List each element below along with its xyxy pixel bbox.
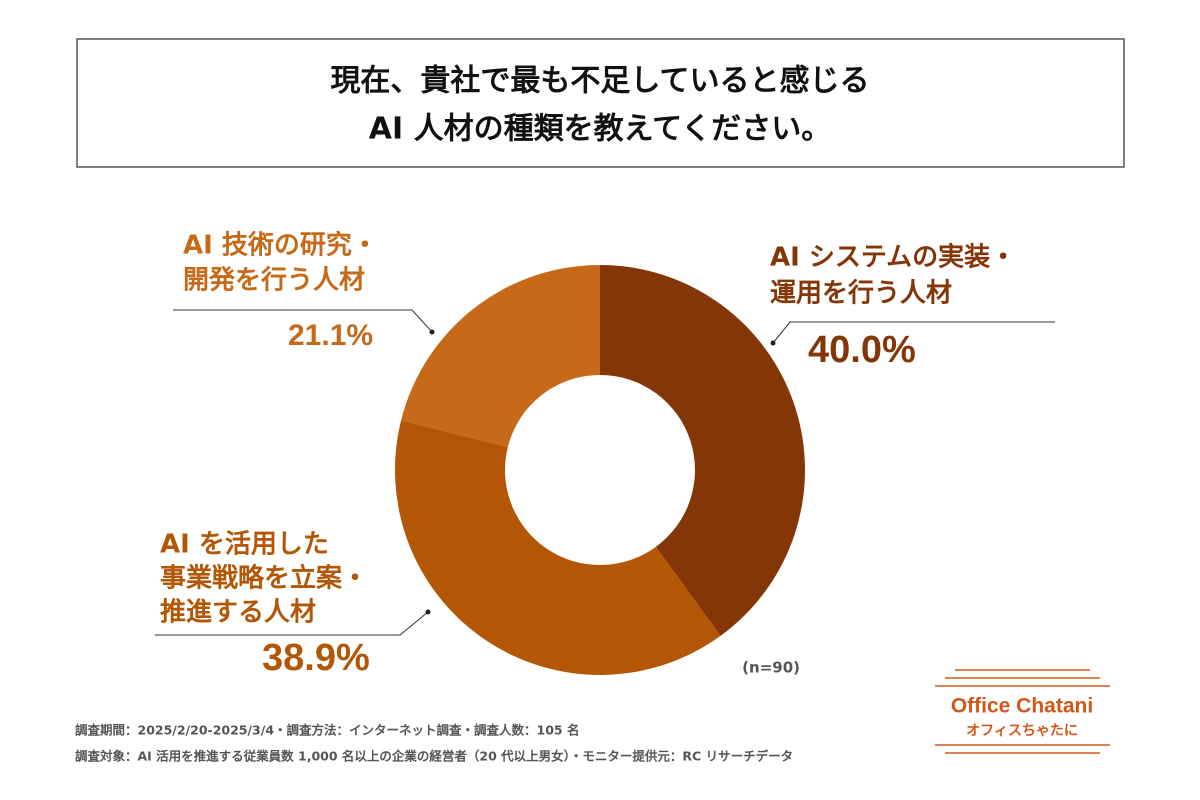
- logo-subname: オフィスちゃたに: [966, 723, 1078, 739]
- leader-line: [173, 309, 433, 333]
- slice-label: 開発を行う人材: [183, 265, 365, 296]
- sample-note: (n=90): [742, 659, 800, 677]
- donut-slice: [401, 265, 600, 447]
- chart-title: 現在、貴社で最も不足していると感じる: [330, 64, 869, 99]
- logo: Office Chatani オフィスちゃたに: [935, 669, 1110, 754]
- chart-title: AI 人材の種類を教えてください。: [369, 112, 831, 147]
- slice-label: AI システムの実装・: [770, 242, 1016, 273]
- leader-dot: [429, 329, 435, 335]
- title-box: [76, 38, 1125, 168]
- slice-label: AI を活用した: [160, 530, 329, 560]
- slice-label: 運用を行う人材: [770, 278, 952, 309]
- footnote: 調査対象：AI 活用を推進する従業員数 1,000 名以上の企業の経営者（20 …: [75, 749, 793, 764]
- slice-label: 事業戦略を立案・: [160, 563, 368, 594]
- slice-label: AI 技術の研究・: [183, 230, 378, 261]
- leader-dot: [425, 609, 431, 615]
- leader-dot: [770, 340, 776, 346]
- footnote: 調査期間：2025/2/20-2025/3/4・調査方法：インターネット調査・調…: [75, 723, 579, 738]
- value-label: 21.1%: [288, 319, 373, 352]
- value-label: 40.0%: [808, 329, 916, 371]
- leader-line: [772, 321, 1055, 344]
- value-label: 38.9%: [262, 637, 370, 679]
- logo-name: Office Chatani: [951, 695, 1093, 718]
- slice-label: 推進する人材: [160, 598, 316, 628]
- donut-slice: [600, 265, 806, 636]
- donut-slice: [394, 420, 721, 676]
- leader-line: [155, 611, 429, 636]
